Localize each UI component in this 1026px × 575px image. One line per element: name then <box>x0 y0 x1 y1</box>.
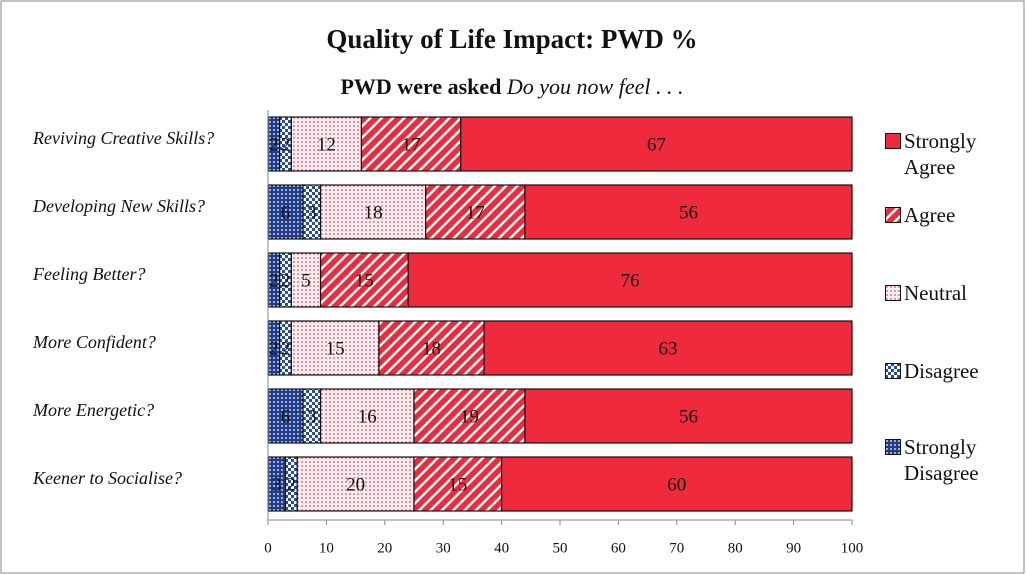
bar-segment <box>290 320 380 376</box>
data-label: 60 <box>667 474 686 495</box>
legend-item: Strongly Agree <box>885 128 1020 180</box>
legend-item: Neutral <box>885 280 1020 306</box>
data-label: 2 <box>281 270 291 291</box>
x-tick-label: 40 <box>494 540 509 556</box>
data-label: 2 <box>281 338 291 359</box>
data-label: 6 <box>281 406 291 427</box>
data-label: 18 <box>422 338 441 359</box>
data-label: 15 <box>326 338 345 359</box>
legend-swatch <box>885 439 901 455</box>
bar-segment <box>360 116 462 172</box>
subtitle-bold: PWD were asked <box>340 74 501 99</box>
data-label: 16 <box>358 406 377 427</box>
bar-segment <box>483 320 853 376</box>
data-label: 5 <box>301 270 311 291</box>
data-label: 2 <box>287 474 297 495</box>
bar-segment <box>319 184 427 240</box>
data-label: 17 <box>402 134 421 155</box>
legend-label: Strongly Agree <box>904 129 977 179</box>
bar-segment <box>413 456 503 512</box>
data-label: 18 <box>364 202 383 223</box>
category-label: More Confident? <box>32 332 156 352</box>
data-label: 20 <box>346 474 365 495</box>
bar-segment <box>267 388 304 444</box>
legend-label: Agree <box>904 203 956 227</box>
x-tick-label: 20 <box>377 540 392 556</box>
legend-label: Neutral <box>904 281 967 305</box>
data-label: 3 <box>272 474 282 495</box>
x-tick-label: 10 <box>319 540 334 556</box>
data-label: 2 <box>269 134 279 155</box>
data-label: 12 <box>317 134 336 155</box>
data-label: 56 <box>679 406 698 427</box>
bar-segment <box>290 252 322 308</box>
x-tick-label: 90 <box>786 540 801 556</box>
data-label: 6 <box>281 202 291 223</box>
x-tick-label: 60 <box>611 540 626 556</box>
data-label: 19 <box>460 406 479 427</box>
category-label: Keener to Socialise? <box>32 468 182 488</box>
chart-subtitle: PWD were asked Do you now feel . . . <box>340 74 683 99</box>
bar-segment <box>407 252 853 308</box>
bar-segment <box>524 184 853 240</box>
bar-segment <box>413 388 526 444</box>
x-tick-label: 100 <box>841 540 864 556</box>
subtitle-italic: Do you now feel . . . <box>506 74 684 99</box>
x-tick-label: 30 <box>436 540 451 556</box>
x-tick-label: 80 <box>728 540 743 556</box>
category-label: More Energetic? <box>32 400 154 420</box>
legend-swatch <box>885 363 901 379</box>
bar-segment <box>378 320 485 376</box>
data-label: 76 <box>621 270 640 291</box>
bar-segment <box>460 116 853 172</box>
data-label: 3 <box>307 202 317 223</box>
data-label: 15 <box>355 270 374 291</box>
legend-label: Disagree <box>904 359 979 383</box>
legend-item: Disagree <box>885 358 1020 384</box>
data-label: 3 <box>307 406 317 427</box>
x-tick-label: 70 <box>669 540 684 556</box>
x-tick-label: 0 <box>264 540 272 556</box>
data-label: 63 <box>659 338 678 359</box>
data-label: 2 <box>269 338 279 359</box>
data-label: 56 <box>679 202 698 223</box>
data-label: 2 <box>281 134 291 155</box>
bar-segment <box>501 456 853 512</box>
category-label: Developing New Skills? <box>32 196 205 216</box>
legend-label: Strongly Disagree <box>904 435 979 485</box>
legend-swatch <box>885 207 901 223</box>
data-label: 15 <box>448 474 467 495</box>
chart-title: Quality of Life Impact: PWD % <box>326 24 697 54</box>
legend-swatch <box>885 133 901 149</box>
legend-swatch <box>885 285 901 301</box>
bar-segment <box>290 116 363 172</box>
data-label: 17 <box>466 202 485 223</box>
bar-segment <box>524 388 853 444</box>
x-tick-label: 50 <box>553 540 568 556</box>
legend-item: Agree <box>885 202 1020 228</box>
bar-segment <box>296 456 415 512</box>
data-label: 2 <box>269 270 279 291</box>
data-label: 67 <box>647 134 666 155</box>
legend-item: Strongly Disagree <box>885 434 1020 486</box>
category-label: Feeling Better? <box>32 264 145 284</box>
bar-segment <box>319 252 409 308</box>
category-label: Reviving Creative Skills? <box>32 128 214 148</box>
